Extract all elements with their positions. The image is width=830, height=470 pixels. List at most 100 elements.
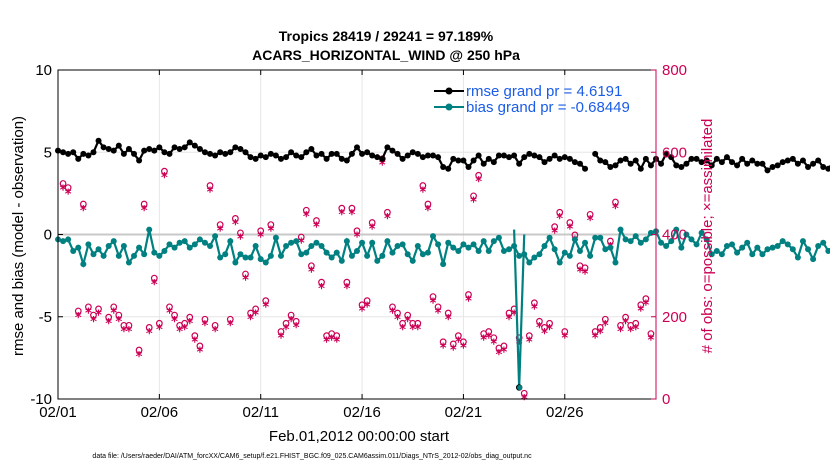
bias-point	[283, 243, 290, 250]
obs-possible-marker	[166, 303, 173, 311]
rmse-point	[414, 150, 421, 157]
obs-possible-marker	[216, 221, 224, 229]
rmse-point	[799, 157, 806, 164]
right-y-axis: 0 200 400 600 800	[651, 62, 687, 408]
obs-possible-marker	[551, 223, 559, 231]
rmse-point	[409, 149, 416, 156]
bias-point	[698, 229, 705, 236]
obs-possible-marker	[90, 311, 97, 319]
obs-assimilated-marker: *	[90, 315, 97, 330]
rmse-point	[703, 157, 710, 164]
obs-assimilated-marker: *	[257, 231, 264, 246]
rmse-point	[60, 149, 67, 156]
obs-assimilated-marker: *	[212, 325, 219, 340]
obs-assimilated-marker: *	[126, 325, 133, 340]
rmse-point	[328, 150, 335, 157]
obs-possible-marker	[196, 342, 204, 350]
obs-possible-marker	[485, 328, 493, 335]
bias-point	[774, 243, 781, 250]
obs-possible-marker	[231, 215, 239, 222]
rmse-point	[343, 157, 350, 164]
bias-point	[308, 243, 315, 250]
rmse-point	[80, 150, 87, 157]
rmse-point	[389, 147, 396, 154]
obs-assimilated-marker: *	[506, 313, 513, 328]
obs-possible-marker	[313, 217, 320, 224]
obs-assimilated-marker: *	[592, 331, 599, 346]
rmse-point	[440, 164, 447, 171]
bias-point	[100, 252, 107, 259]
obs-assimilated-marker: *	[470, 196, 477, 211]
bias-point	[217, 254, 224, 261]
bias-point	[394, 243, 401, 250]
obs-possible-marker	[586, 210, 594, 218]
obs-assimilated-marker: *	[440, 342, 447, 357]
obs-assimilated-marker: *	[359, 305, 366, 320]
obs-possible-marker	[429, 293, 437, 300]
rmse-point	[252, 155, 259, 162]
rmse-point	[698, 159, 705, 166]
obs-assimilated-marker: *	[207, 185, 214, 200]
bias-point	[551, 246, 558, 253]
x-tick-label: 02/21	[445, 404, 483, 421]
bias-point	[749, 251, 756, 258]
bias-point	[252, 243, 259, 250]
bias-point	[399, 241, 406, 248]
obs-possible-marker	[556, 208, 564, 216]
rmse-point	[379, 155, 386, 162]
rmse-point	[571, 159, 578, 166]
obs-possible-marker	[601, 315, 609, 323]
obs-possible-marker	[475, 171, 483, 179]
bias-point	[293, 238, 300, 245]
rmse-point	[693, 155, 700, 162]
obs-possible-marker	[536, 317, 543, 325]
obs-possible-marker	[297, 233, 305, 241]
obs-assimilated-marker: *	[328, 333, 335, 348]
rmse-point	[521, 154, 528, 161]
obs-possible-marker	[110, 303, 118, 311]
bias-point	[171, 244, 178, 251]
rmse-point	[536, 154, 543, 161]
left-y-axis-label: rmse and bias (model - observation)	[10, 116, 27, 356]
obs-assimilated-marker: *	[136, 350, 143, 365]
obs-possible-marker	[95, 305, 102, 313]
bias-point	[642, 236, 649, 243]
obs-assimilated-marker: *	[551, 226, 558, 241]
x-tick-label: 02/11	[242, 404, 278, 421]
y-right-tick-label: 600	[662, 144, 687, 161]
obs-possible-marker	[414, 319, 422, 327]
bias-point	[303, 249, 310, 256]
obs-assimilated-marker: *	[475, 175, 482, 190]
bias-point	[110, 238, 117, 245]
obs-possible-marker	[181, 319, 189, 327]
bias-point	[617, 226, 624, 233]
legend-bias-marker	[445, 103, 453, 111]
obs-assimilated-marker: *	[419, 185, 426, 200]
obs-possible-marker	[541, 324, 548, 331]
obs-assimilated-marker: *	[485, 331, 492, 346]
rmse-point	[480, 160, 487, 167]
bias-point	[769, 244, 776, 251]
rmse-point	[222, 150, 229, 157]
obs-assimilated-marker: *	[389, 307, 396, 322]
obs-assimilated-marker: *	[196, 346, 203, 361]
rmse-point	[490, 159, 497, 166]
bias-point	[430, 233, 437, 240]
obs-assimilated-marker: *	[115, 315, 122, 330]
bias-point	[222, 251, 229, 258]
obs-possible-marker	[546, 319, 553, 327]
obs-assimilated-marker: *	[465, 294, 472, 309]
obs-possible-marker	[150, 274, 158, 282]
obs-possible-marker	[622, 313, 629, 321]
obs-possible-marker	[500, 342, 508, 350]
bias-point	[632, 233, 639, 240]
obs-possible-marker	[105, 313, 113, 321]
obs-possible-marker	[257, 227, 265, 235]
bias-point	[815, 243, 822, 250]
obs-possible-marker	[186, 313, 194, 321]
rmse-point	[561, 154, 568, 161]
legend-rmse-marker	[445, 87, 453, 95]
bias-point	[354, 247, 360, 254]
bias-point	[754, 244, 761, 251]
rmse-point	[100, 144, 107, 151]
